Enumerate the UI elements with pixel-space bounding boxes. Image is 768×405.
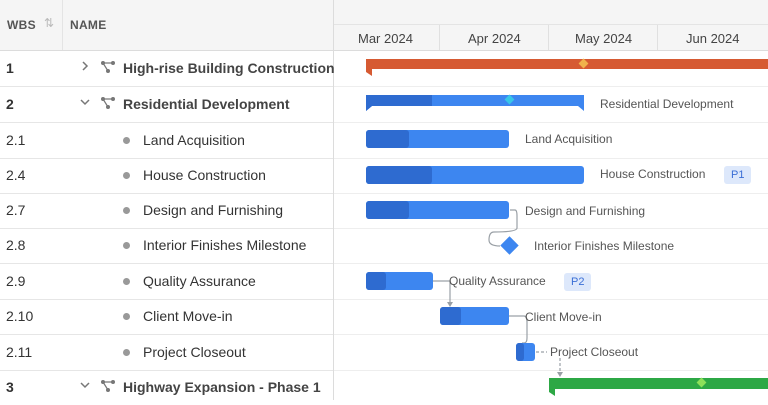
chart-row bbox=[334, 335, 768, 371]
bar-label: Design and Furnishing bbox=[525, 204, 646, 218]
task-row[interactable]: 2.7 Design and Furnishing bbox=[0, 193, 333, 229]
chart-row bbox=[334, 228, 768, 264]
chevron-right-icon[interactable] bbox=[79, 58, 91, 74]
bullet-icon bbox=[123, 313, 130, 320]
task-name: Design and Furnishing bbox=[143, 202, 284, 218]
task-row[interactable]: 2.4 House Construction bbox=[0, 158, 333, 194]
bullet-icon bbox=[123, 172, 130, 179]
task-bar-design bbox=[366, 201, 509, 219]
bar-label: Quality Assurance bbox=[449, 274, 546, 288]
bar-label: Client Move-in bbox=[525, 310, 602, 324]
gantt-chart[interactable]: Mar 2024 Apr 2024 May 2024 Jun 2024 bbox=[334, 0, 768, 400]
task-row[interactable]: 2 Residential Development bbox=[0, 87, 333, 123]
bar-label: Project Closeout bbox=[550, 345, 639, 359]
month-label: Apr 2024 bbox=[468, 31, 521, 46]
bar-label: Interior Finishes Milestone bbox=[534, 239, 675, 253]
chart-row bbox=[334, 123, 768, 159]
priority-badge: P1 bbox=[724, 166, 752, 184]
chart-row bbox=[334, 87, 768, 123]
month-divider bbox=[439, 25, 440, 50]
month-divider bbox=[657, 25, 658, 50]
task-row[interactable]: 2.11 Project Closeout bbox=[0, 335, 333, 371]
month-label: Mar 2024 bbox=[358, 31, 413, 46]
wbs-cell: 3 bbox=[6, 379, 14, 395]
wbs-cell: 2 bbox=[6, 96, 14, 112]
progress-diamond-icon bbox=[696, 377, 707, 388]
task-bar-move bbox=[440, 307, 509, 325]
summary-bar-highway bbox=[549, 377, 768, 396]
task-name: Residential Development bbox=[123, 96, 290, 112]
chart-row bbox=[334, 264, 768, 300]
bullet-icon bbox=[123, 137, 130, 144]
wbs-cell: 2.7 bbox=[6, 202, 26, 218]
summary-bar-residential bbox=[366, 94, 584, 111]
gantt-bars bbox=[366, 58, 768, 396]
task-bar-closeout bbox=[516, 343, 535, 361]
task-name: Highway Expansion - Phase 1 bbox=[123, 379, 321, 395]
sort-icon[interactable]: ⇅ bbox=[44, 16, 55, 30]
month-label: Jun 2024 bbox=[686, 31, 740, 46]
column-header-name[interactable]: NAME bbox=[70, 18, 107, 32]
bullet-icon bbox=[123, 207, 130, 214]
task-name: Client Move-in bbox=[143, 308, 233, 324]
task-name: High-rise Building Construction bbox=[123, 60, 335, 76]
task-name: Project Closeout bbox=[143, 344, 246, 360]
grid-header: WBS ⇅ NAME bbox=[0, 0, 333, 51]
task-row[interactable]: 2.9 Quality Assurance bbox=[0, 264, 333, 300]
task-bar-qa bbox=[366, 272, 433, 290]
chart-row bbox=[334, 51, 768, 87]
summary-bar-highrise bbox=[366, 58, 768, 76]
column-separator[interactable] bbox=[62, 0, 63, 50]
task-name: Interior Finishes Milestone bbox=[143, 237, 307, 253]
task-row[interactable]: 1 High-rise Building Construction bbox=[0, 51, 335, 87]
dependency-lines bbox=[433, 209, 561, 374]
column-header-wbs[interactable]: WBS bbox=[7, 18, 36, 32]
task-row[interactable]: 3 Highway Expansion - Phase 1 bbox=[0, 370, 333, 405]
month-label: May 2024 bbox=[575, 31, 633, 46]
chevron-down-icon[interactable] bbox=[79, 94, 91, 110]
chart-row bbox=[334, 193, 768, 229]
wbs-cell: 2.11 bbox=[6, 344, 33, 360]
bar-label: Land Acquisition bbox=[525, 132, 613, 146]
chart-row bbox=[334, 299, 768, 335]
project-icon bbox=[101, 61, 115, 73]
timeline-top-header bbox=[334, 0, 768, 25]
wbs-cell: 2.8 bbox=[6, 237, 26, 253]
priority-badge: P2 bbox=[564, 273, 592, 291]
task-bar-land bbox=[366, 130, 509, 148]
project-icon bbox=[101, 380, 115, 392]
wbs-cell: 2.1 bbox=[6, 132, 26, 148]
task-name: Land Acquisition bbox=[143, 132, 245, 148]
task-bar-house bbox=[366, 166, 584, 184]
task-row[interactable]: 2.8 Interior Finishes Milestone bbox=[0, 228, 333, 264]
bullet-icon bbox=[123, 242, 130, 249]
project-icon bbox=[101, 97, 115, 109]
task-name: Quality Assurance bbox=[143, 273, 256, 289]
bullet-icon bbox=[123, 278, 130, 285]
progress-diamond-icon bbox=[578, 58, 589, 69]
timeline-header: Mar 2024 Apr 2024 May 2024 Jun 2024 bbox=[334, 25, 768, 51]
chevron-down-icon[interactable] bbox=[79, 377, 91, 393]
arrow-icon bbox=[557, 372, 563, 377]
arrow-icon bbox=[447, 302, 453, 307]
bullet-icon bbox=[123, 349, 130, 356]
task-row[interactable]: 2.1 Land Acquisition bbox=[0, 123, 333, 159]
wbs-cell: 1 bbox=[6, 60, 14, 76]
bar-label: Residential Development bbox=[600, 97, 734, 111]
task-grid: WBS ⇅ NAME 1 High-rise Building Construc… bbox=[0, 0, 335, 400]
task-name: House Construction bbox=[143, 167, 266, 183]
milestone-diamond-icon bbox=[500, 236, 519, 255]
wbs-cell: 2.4 bbox=[6, 167, 26, 183]
chart-row bbox=[334, 158, 768, 194]
month-divider bbox=[548, 25, 549, 50]
bar-label: House Construction bbox=[600, 167, 706, 181]
wbs-cell: 2.10 bbox=[6, 308, 34, 324]
task-row[interactable]: 2.10 Client Move-in bbox=[0, 299, 333, 335]
wbs-cell: 2.9 bbox=[6, 273, 26, 289]
